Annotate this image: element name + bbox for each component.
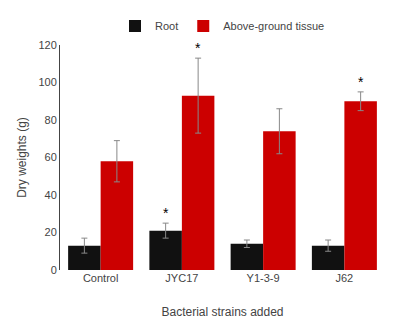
svg-text:*: * (358, 74, 364, 90)
svg-text:20: 20 (45, 226, 57, 238)
svg-text:Root: Root (155, 20, 178, 32)
svg-text:*: * (163, 205, 169, 221)
svg-text:100: 100 (38, 76, 56, 88)
svg-text:Y1-3-9: Y1-3-9 (247, 272, 280, 284)
svg-text:80: 80 (45, 114, 57, 126)
svg-text:Control: Control (83, 272, 118, 284)
svg-text:Dry weights (g): Dry weights (g) (15, 117, 29, 198)
svg-text:0: 0 (51, 264, 57, 276)
svg-text:40: 40 (45, 189, 57, 201)
svg-text:Above-ground tissue: Above-ground tissue (223, 20, 324, 32)
svg-text:J62: J62 (336, 272, 354, 284)
svg-text:60: 60 (45, 151, 57, 163)
svg-text:120: 120 (38, 39, 56, 51)
svg-text:Bacterial strains added: Bacterial strains added (161, 305, 283, 319)
svg-text:JYC17: JYC17 (165, 272, 198, 284)
svg-text:*: * (195, 40, 201, 56)
